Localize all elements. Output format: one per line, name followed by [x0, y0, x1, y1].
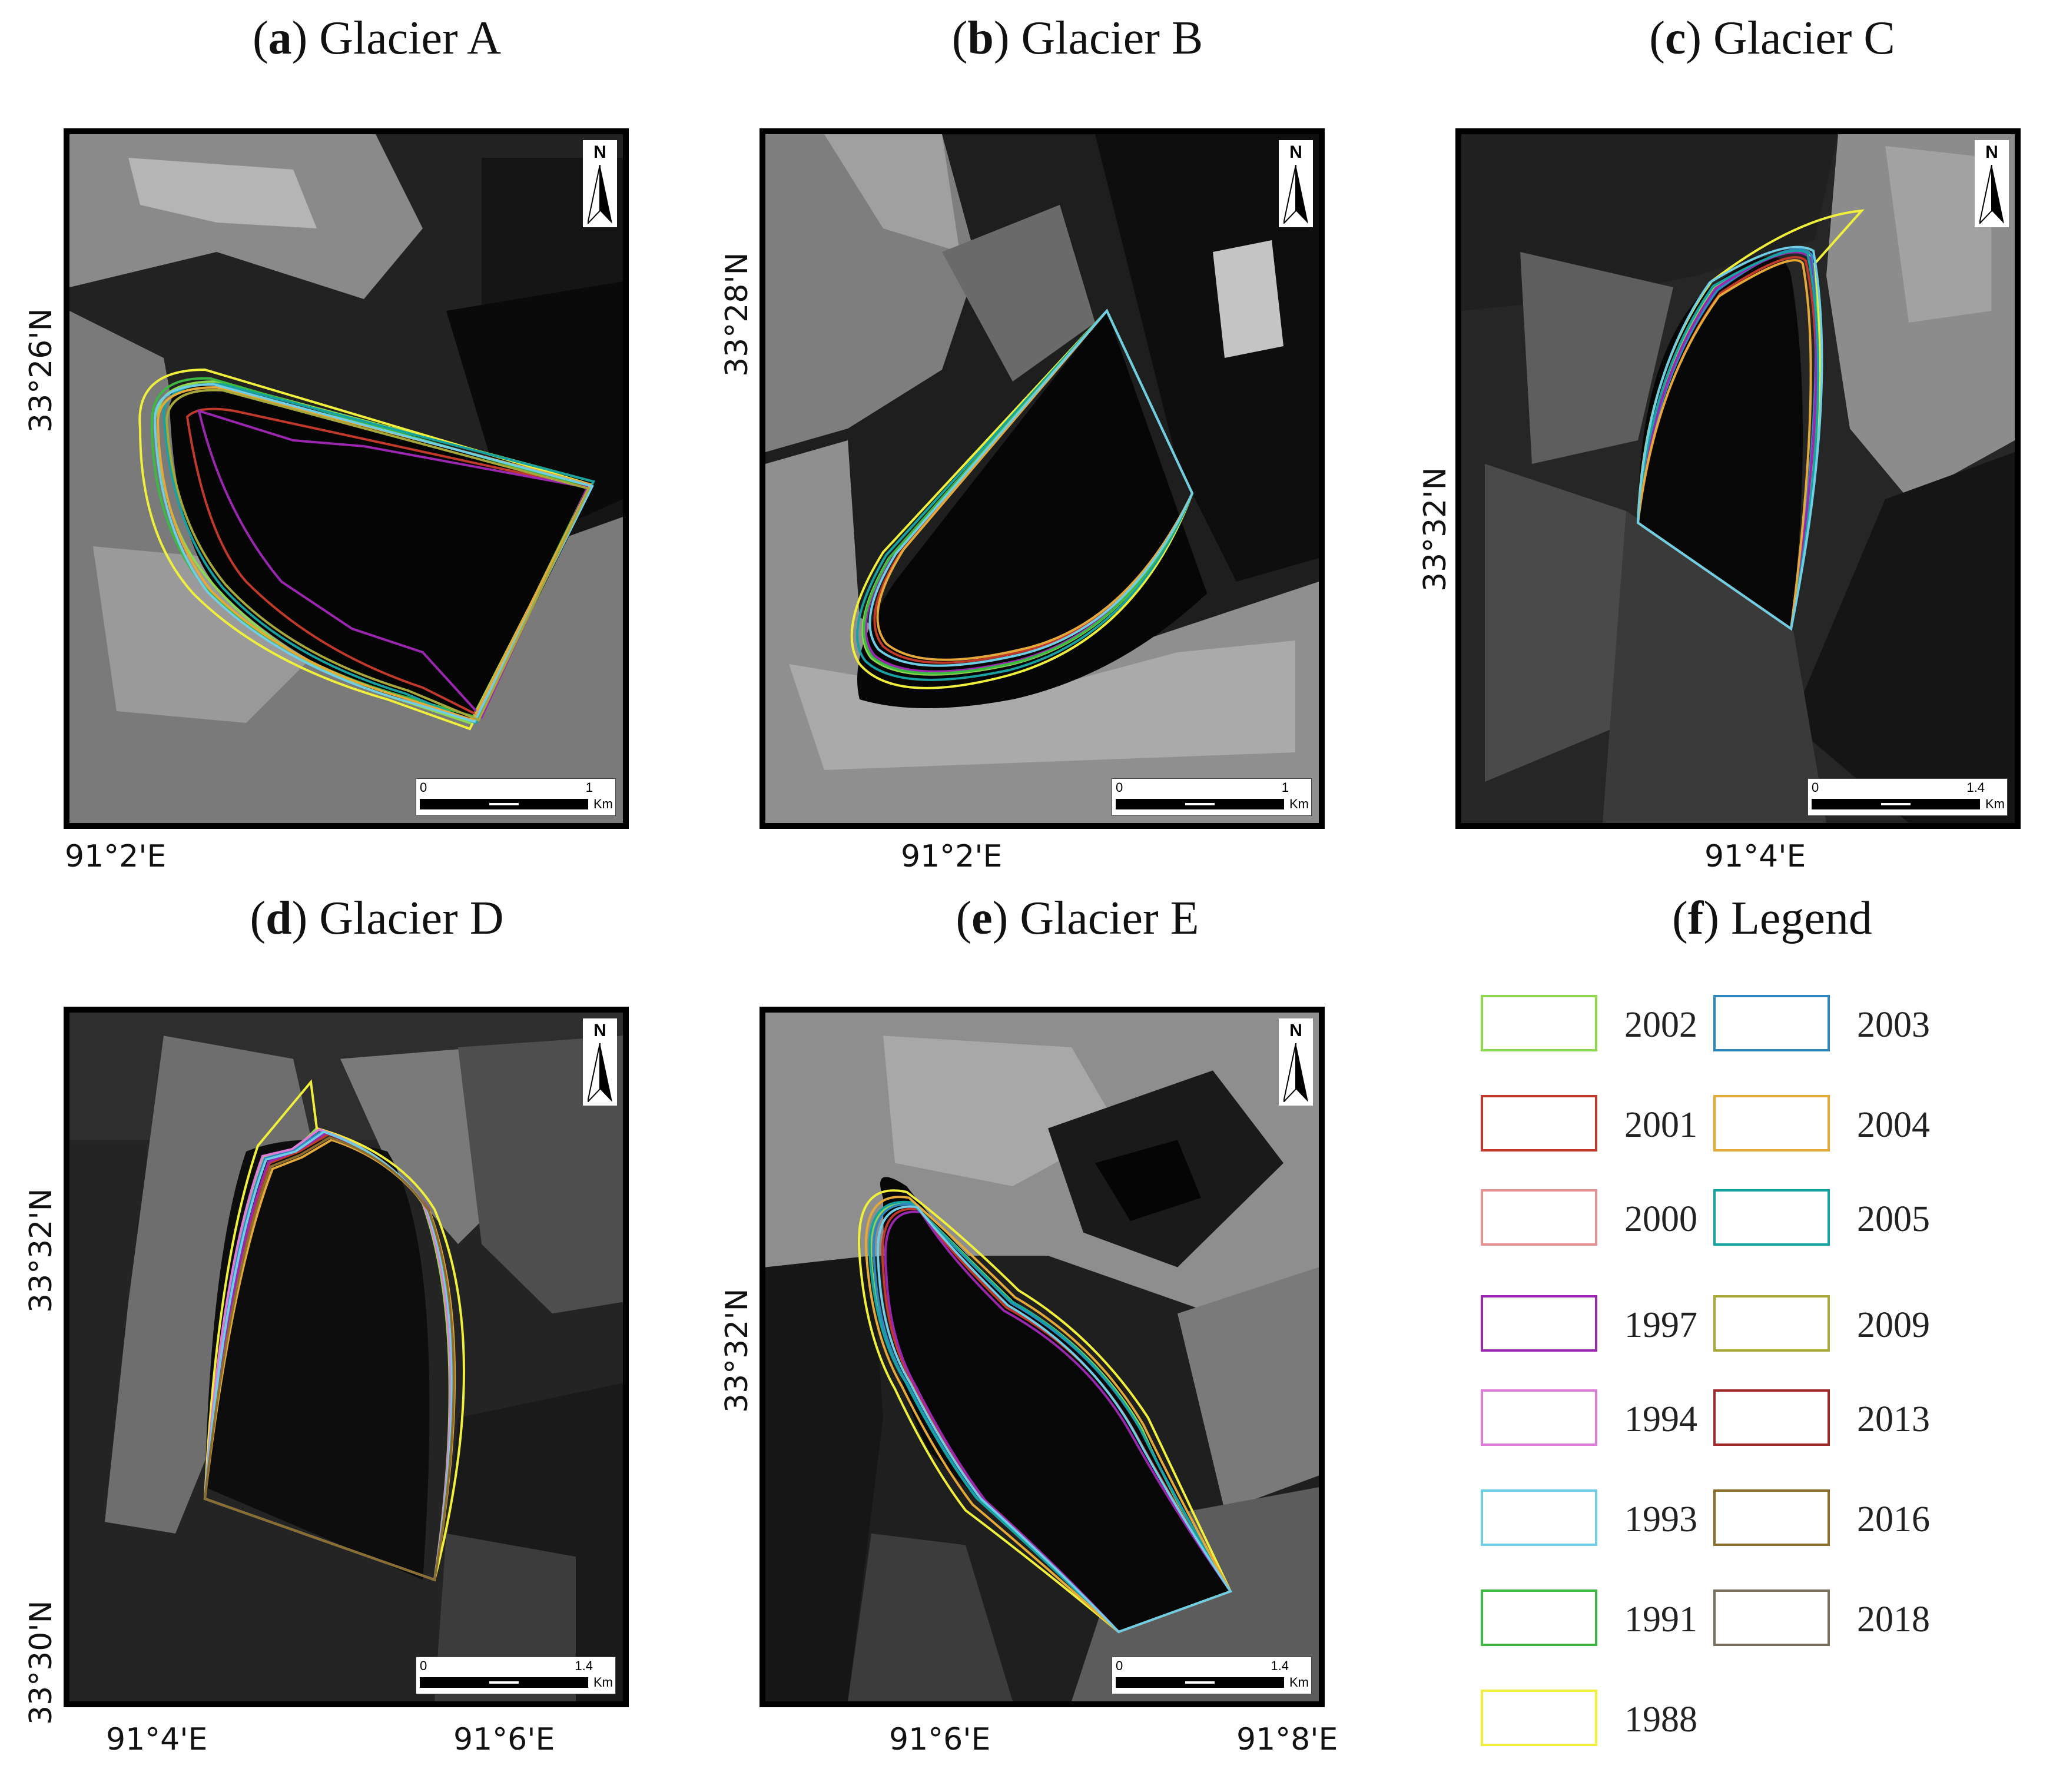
glacier-outlines — [138, 368, 595, 731]
legend-label: 2002 — [1624, 1005, 1697, 1045]
map-glacier-e: N 0 1.4 Km — [759, 1007, 1325, 1707]
glacier-outlines — [850, 308, 1194, 689]
legend-label: 1994 — [1624, 1399, 1697, 1439]
lat-label-a: 33°26'N — [24, 308, 59, 433]
legend-swatch — [1713, 1489, 1830, 1546]
scale-bar: 0 1.4 Km — [416, 1657, 616, 1694]
satellite-image — [765, 1013, 1319, 1701]
legend-swatch — [1713, 1189, 1830, 1246]
legend-swatch — [1481, 1389, 1597, 1446]
legend-label: 2013 — [1857, 1399, 1930, 1439]
panel-title-a: (a) Glacier A — [252, 12, 502, 64]
legend-swatch — [1713, 1389, 1830, 1446]
legend: 2002 2003 2001 2004 2000 2005 1997 2009 1994 2013… — [1472, 995, 2002, 1760]
legend-label: 2016 — [1857, 1499, 1930, 1539]
lat-label-b: 33°28'N — [719, 252, 755, 377]
legend-swatch — [1481, 1489, 1597, 1546]
north-arrow: N — [1279, 140, 1313, 227]
scale-bar: 0 1 Km — [416, 778, 616, 816]
legend-swatch — [1713, 1095, 1830, 1151]
legend-swatch — [1481, 995, 1597, 1051]
panel-title-d: (d) Glacier D — [250, 892, 504, 944]
panel-title-e: (e) Glacier E — [956, 892, 1199, 944]
legend-swatch — [1713, 1295, 1830, 1352]
legend-label: 2009 — [1857, 1305, 1930, 1345]
satellite-image — [1461, 134, 2015, 823]
glacier-outlines — [858, 1189, 1233, 1634]
north-arrow: N — [1279, 1018, 1313, 1106]
glacier-outlines — [1636, 209, 1865, 631]
scale-bar: 0 1.4 Km — [1807, 778, 2008, 816]
lat-label-c: 33°32'N — [1418, 467, 1453, 592]
lon-label-a: 91°2'E — [65, 839, 167, 874]
satellite-image — [69, 1013, 623, 1701]
lon-label-c: 91°4'E — [1704, 839, 1806, 874]
legend-swatch — [1713, 1589, 1830, 1646]
legend-label: 2000 — [1624, 1199, 1697, 1239]
north-arrow: N — [583, 1018, 617, 1106]
legend-swatch — [1481, 1189, 1597, 1246]
map-glacier-c: N 0 1.4 Km — [1455, 128, 2021, 829]
legend-label: 2003 — [1857, 1005, 1930, 1045]
glacier-outlines — [203, 1079, 465, 1582]
legend-label: 2005 — [1857, 1199, 1930, 1239]
legend-swatch — [1481, 1095, 1597, 1151]
legend-label: 2004 — [1857, 1105, 1930, 1145]
lat-label-d-2: 33°30'N — [24, 1600, 59, 1725]
north-arrow: N — [1975, 140, 2009, 227]
panel-title-f: (f) Legend — [1672, 892, 1872, 944]
north-arrow: N — [583, 140, 617, 227]
lon-label-d-1: 91°4'E — [106, 1722, 208, 1757]
legend-label: 1997 — [1624, 1305, 1697, 1345]
legend-label: 2001 — [1624, 1105, 1697, 1145]
legend-label: 1991 — [1624, 1599, 1697, 1640]
map-glacier-d: N 0 1.4 Km — [64, 1007, 629, 1707]
legend-label: 2018 — [1857, 1599, 1930, 1640]
legend-swatch — [1481, 1589, 1597, 1646]
lon-label-e-1: 91°6'E — [889, 1722, 991, 1757]
legend-swatch — [1481, 1295, 1597, 1352]
lat-label-e: 33°32'N — [719, 1288, 755, 1413]
legend-swatch — [1481, 1690, 1597, 1746]
panel-title-c: (c) Glacier C — [1649, 12, 1895, 64]
legend-label: 1988 — [1624, 1700, 1697, 1740]
legend-swatch — [1713, 995, 1830, 1051]
lon-label-e-2: 91°8'E — [1236, 1722, 1338, 1757]
scale-bar: 0 1.4 Km — [1112, 1657, 1312, 1694]
lon-label-d-2: 91°6'E — [453, 1722, 555, 1757]
panel-title-b: (b) Glacier B — [951, 12, 1203, 64]
map-glacier-a: N 0 1 Km — [64, 128, 629, 829]
lon-label-b: 91°2'E — [901, 839, 1003, 874]
map-glacier-b: N 0 1 Km — [759, 128, 1325, 829]
legend-label: 1993 — [1624, 1499, 1697, 1539]
lat-label-d-1: 33°32'N — [24, 1188, 59, 1313]
scale-bar: 0 1 Km — [1112, 778, 1312, 816]
